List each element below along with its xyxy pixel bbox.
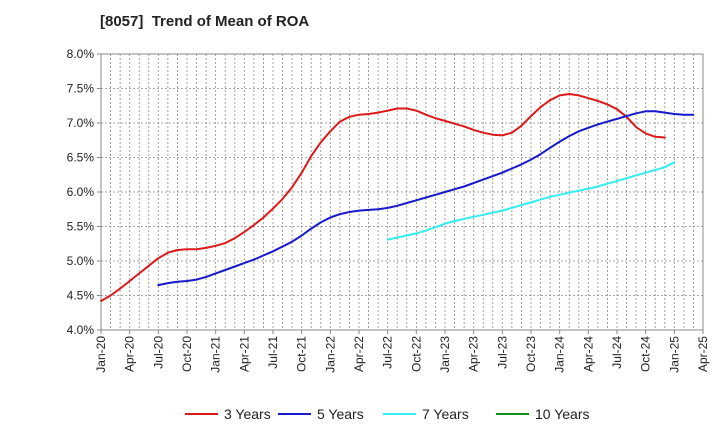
legend-label: 5 Years [317,406,364,422]
x-tick-label: Oct-23 [524,336,538,372]
y-tick-label: 4.5% [67,289,95,303]
x-tick-label: Jul-21 [266,336,280,369]
series-line-7-years [386,161,676,241]
x-tick-label: Jul-20 [151,336,165,369]
x-tick-label: Apr-24 [581,336,595,372]
axes: 4.0% 4.5% 5.0% 5.5% 6.0% 6.5% 7.0% 7.5% 8.0% Jan-… [67,47,710,373]
x-tick-label: Jul-24 [610,336,624,369]
x-tick-label: Jan-21 [209,336,223,373]
legend: 3 Years 5 Years 7 Years 10 Years [185,406,590,422]
y-tick-label: 7.0% [67,116,95,130]
x-tick-label: Jan-23 [438,336,452,373]
x-tick-label: Oct-22 [409,336,423,372]
x-tick-label: Oct-20 [180,336,194,372]
y-tick-label: 8.0% [67,47,95,61]
y-tick-label: 4.0% [67,323,95,337]
x-tick-label: Jan-22 [323,336,337,373]
y-tick-label: 5.5% [67,220,95,234]
x-tick-label: Apr-20 [123,336,137,372]
x-tick-label: Apr-21 [237,336,251,372]
series-lines [100,93,695,302]
series-line-3-years [100,93,666,302]
x-tick-label: Apr-23 [467,336,481,372]
chart-title: [8057] Trend of Mean of ROA [100,13,310,30]
y-tick-label: 5.0% [67,254,95,268]
x-tick-label: Oct-21 [295,336,309,372]
x-tick-label: Jan-20 [94,336,108,373]
grid [100,53,704,331]
series-line-5-years [157,110,695,287]
y-tick-label: 6.0% [67,185,95,199]
x-tick-label: Apr-22 [352,336,366,372]
x-tick-label: Jan-24 [553,336,567,373]
legend-label: 10 Years [535,406,590,422]
x-tick-label: Jan-25 [667,336,681,373]
x-tick-label: Apr-25 [696,336,710,372]
legend-label: 3 Years [224,406,271,422]
legend-label: 7 Years [422,406,469,422]
x-tick-label: Oct-24 [639,336,653,372]
y-tick-label: 7.5% [67,82,95,96]
y-tick-label: 6.5% [67,151,95,165]
x-tick-label: Jul-22 [381,336,395,369]
x-tick-label: Jul-23 [495,336,509,369]
